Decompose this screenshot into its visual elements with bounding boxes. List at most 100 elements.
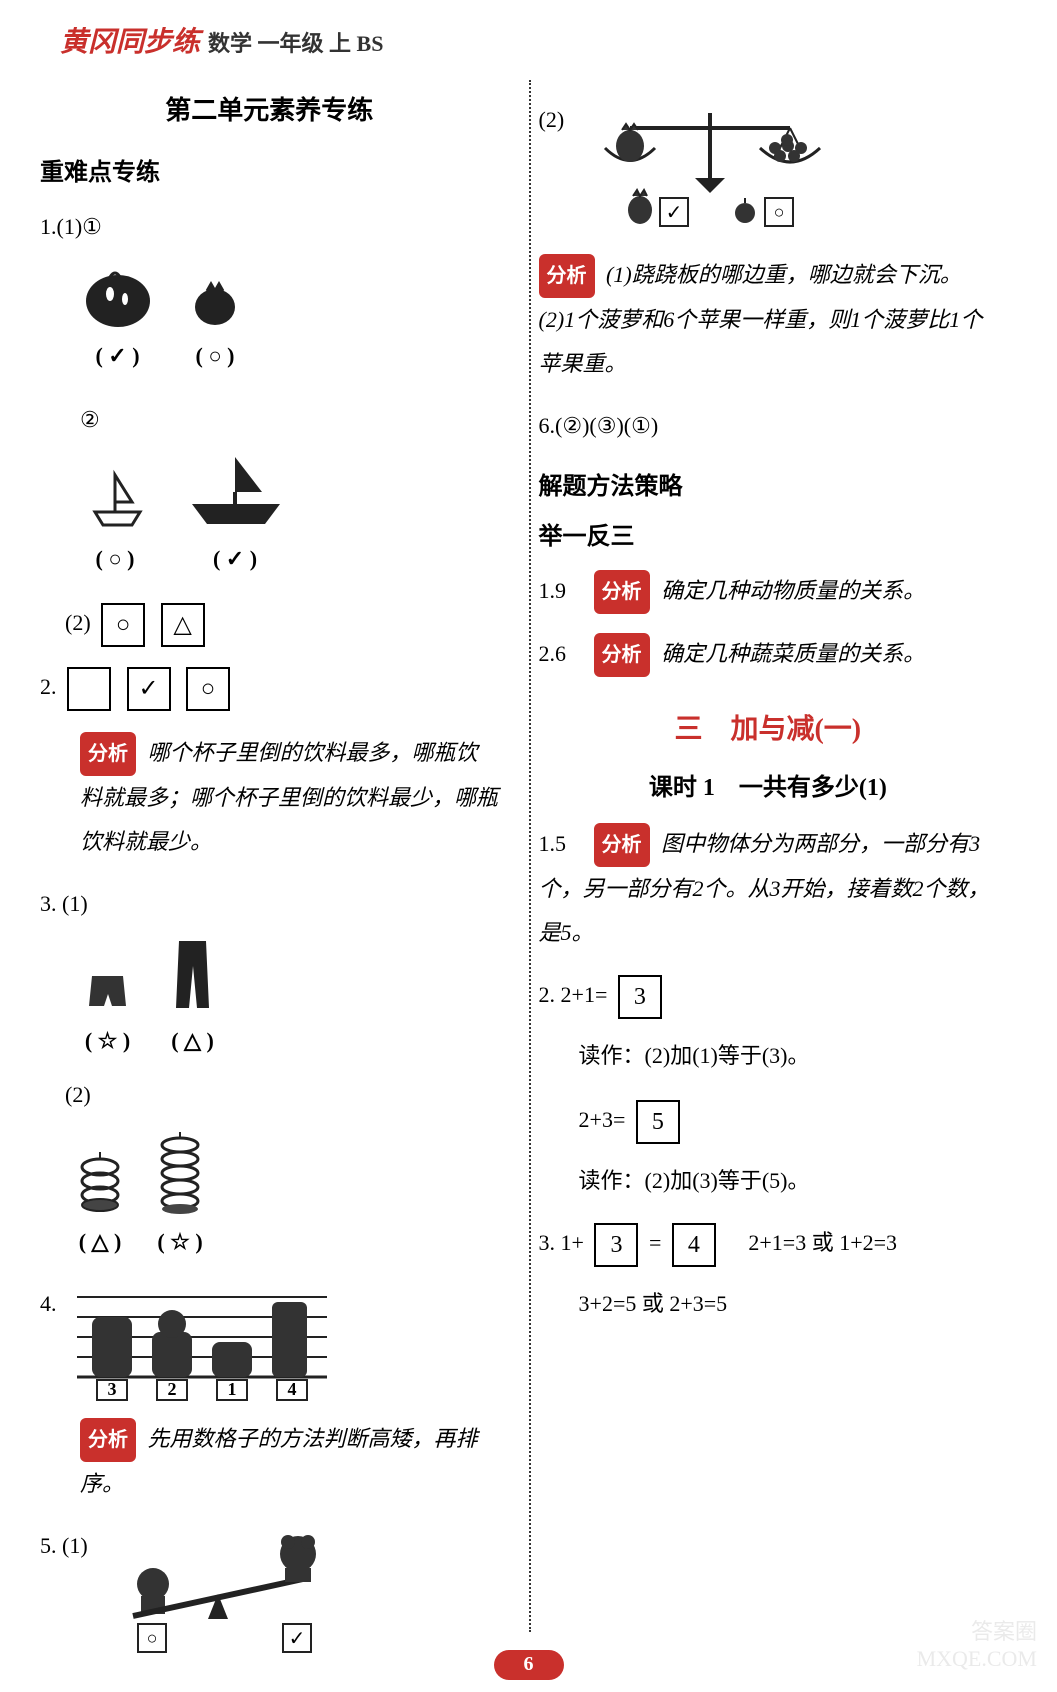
practice-2: 2.6 分析 确定几种蔬菜质量的关系。 xyxy=(539,632,998,677)
q3-label: 3. (1) xyxy=(40,891,88,916)
q1-sub2-label: ② xyxy=(80,407,100,432)
small-boat-item: ( ○ ) xyxy=(80,467,150,581)
strategy-heading: 解题方法策略 xyxy=(539,466,998,501)
l3-prefix: 3. 1+ xyxy=(539,1230,584,1255)
q2-box2: ✓ xyxy=(127,667,171,711)
q3-1-row: ( ☆ ) ( △ ) xyxy=(80,936,499,1063)
question-6: 6.(②)(③)(①) xyxy=(539,404,998,448)
lesson-q3: 3. 1+ 3 = 4 2+1=3 或 1+2=3 3+2=5 或 2+3=5 xyxy=(539,1221,998,1326)
q3-b2: ( ☆ ) xyxy=(157,1220,202,1264)
tomato-icon xyxy=(185,269,245,329)
analysis-tag: 分析 xyxy=(80,732,136,776)
l3-box1: 3 xyxy=(594,1223,638,1267)
practice-heading: 举一反三 xyxy=(539,516,998,551)
q2-box1 xyxy=(67,667,111,711)
svg-text:○: ○ xyxy=(147,1628,158,1648)
balance-icon: ✓ ○ xyxy=(580,98,840,238)
lesson-q1: 1.5 分析 图中物体分为两部分，一部分有3个，另一部分有2个。从3开始，接着数… xyxy=(539,822,998,955)
content-columns: 第二单元素养专练 重难点专练 1.(1)① ( ✓ ) ( ○ ) ② xyxy=(30,80,1027,1672)
subject-text: 数学 一年级 上 BS xyxy=(208,26,383,58)
svg-text:✓: ✓ xyxy=(665,202,682,224)
question-5-2: (2) xyxy=(539,98,998,386)
question-5: 5. (1) ○ ✓ xyxy=(40,1524,499,1654)
q5-2-figure: ✓ ○ xyxy=(580,98,840,238)
q5-label: 5. (1) xyxy=(40,1533,88,1558)
l3-eq: = xyxy=(649,1230,661,1255)
page-number: 6 xyxy=(494,1650,564,1680)
svg-text:○: ○ xyxy=(773,202,784,222)
animals-height-icon: 3 2 1 4 xyxy=(72,1282,332,1402)
right-column: (2) xyxy=(529,80,1008,1672)
question-2: 2. ✓ ○ 分析 哪个杯子里倒的饮料最多，哪瓶饮料就最多；哪个杯子里倒的饮料最… xyxy=(40,665,499,864)
svg-text:1: 1 xyxy=(228,1379,237,1399)
q1-p2-box1: ○ xyxy=(101,603,145,647)
analysis-tag: 分析 xyxy=(539,254,595,298)
q5-2-label: (2) xyxy=(539,107,565,132)
l2-read1: 读作：(2)加(1)等于(3)。 xyxy=(539,1034,998,1078)
l3-tail1: 2+1=3 或 1+2=3 xyxy=(726,1230,897,1255)
q1-1-row: ( ✓ ) ( ○ ) xyxy=(80,259,499,378)
question-4: 4. 3 2 1 xyxy=(40,1282,499,1506)
svg-text:2: 2 xyxy=(168,1379,177,1399)
q2-box3: ○ xyxy=(186,667,230,711)
q4-analysis: 先用数格子的方法判断高矮，再排序。 xyxy=(80,1426,478,1496)
watermark-l1: 答案圈 xyxy=(917,1614,1037,1646)
seesaw-icon: ○ ✓ xyxy=(103,1524,343,1654)
q1-part2-label: (2) xyxy=(65,610,91,635)
left-column: 第二单元素养专练 重难点专练 1.(1)① ( ✓ ) ( ○ ) ② xyxy=(30,80,509,1672)
tomato-item: ( ○ ) xyxy=(185,269,245,378)
q3-b1: ( △ ) xyxy=(79,1220,122,1264)
spring-short-item: ( △ ) xyxy=(75,1147,125,1264)
pants-item: ( △ ) xyxy=(165,936,220,1063)
q4-figure: 3 2 1 4 xyxy=(72,1282,332,1402)
question-3: 3. (1) ( ☆ ) ( △ ) (2) ( △ ) xyxy=(40,882,499,1264)
q1-b2: ( ✓ ) xyxy=(213,537,257,581)
l3-line2: 3+2=5 或 2+3=5 xyxy=(539,1282,998,1326)
subsection-heading: 重难点专练 xyxy=(40,152,499,187)
big-boat-item: ( ✓ ) xyxy=(180,452,290,581)
small-boat-icon xyxy=(80,467,150,532)
q1-a2: ( ○ ) xyxy=(196,334,235,378)
page-header: 黄冈同步练 数学 一年级 上 BS xyxy=(30,20,1027,60)
l2-line1a: 2. 2+1= xyxy=(539,982,608,1007)
q1-sub2: ② ( ○ ) ( ✓ ) xyxy=(80,398,499,581)
l2-box1: 3 xyxy=(618,975,662,1019)
pants-icon xyxy=(165,936,220,1014)
analysis-tag: 分析 xyxy=(594,823,650,867)
q1-a1: ( ✓ ) xyxy=(95,334,139,378)
lesson-title: 课时 1 一共有多少(1) xyxy=(539,767,998,802)
analysis-tag: 分析 xyxy=(80,1418,136,1462)
q3-part2: (2) ( △ ) ( ☆ ) xyxy=(40,1073,499,1264)
q4-label: 4. xyxy=(40,1291,57,1316)
q3-p2-label: (2) xyxy=(65,1082,91,1107)
p1-analysis: 确定几种动物质量的关系。 xyxy=(661,578,925,603)
p1-label: 1.9 xyxy=(539,578,567,603)
q3-a2: ( △ ) xyxy=(171,1019,214,1063)
p2-analysis: 确定几种蔬菜质量的关系。 xyxy=(661,641,925,666)
q5-figure: ○ ✓ xyxy=(103,1524,343,1654)
svg-text:3: 3 xyxy=(108,1379,117,1399)
analysis-tag: 分析 xyxy=(594,633,650,677)
q1-part2: (2) ○ △ xyxy=(40,601,499,647)
q1-label: 1.(1)① xyxy=(40,214,102,239)
shorts-icon xyxy=(80,966,135,1014)
column-divider xyxy=(529,80,531,1632)
question-1: 1.(1)① ( ✓ ) ( ○ ) ② ( ○ ) xyxy=(40,205,499,647)
q3-a1: ( ☆ ) xyxy=(85,1019,130,1063)
spring-short-icon xyxy=(75,1147,125,1215)
svg-text:✓: ✓ xyxy=(289,1628,306,1650)
brand-text: 黄冈同步练 xyxy=(60,20,200,60)
chapter-title: 三 加与减(一) xyxy=(539,707,998,747)
q5-2-analysis: (1)跷跷板的哪边重，哪边就会下沉。(2)1个菠萝和6个苹果一样重，则1个菠萝比… xyxy=(539,262,983,376)
l2-read2: 读作：(2)加(3)等于(5)。 xyxy=(539,1159,998,1203)
q2-analysis: 哪个杯子里倒的饮料最多，哪瓶饮料就最多；哪个杯子里倒的饮料最少，哪瓶饮料就最少。 xyxy=(80,740,498,854)
practice-1: 1.9 分析 确定几种动物质量的关系。 xyxy=(539,569,998,614)
l1-label: 1.5 xyxy=(539,831,567,856)
l3-box2: 4 xyxy=(672,1223,716,1267)
q1-b1: ( ○ ) xyxy=(96,537,135,581)
watermelon-item: ( ✓ ) xyxy=(80,259,155,378)
watermelon-icon xyxy=(80,259,155,329)
lesson-q2: 2. 2+1= 3 读作：(2)加(1)等于(3)。 2+3= 5 读作：(2)… xyxy=(539,973,998,1203)
q2-label: 2. xyxy=(40,674,57,699)
l2-line2a: 2+3= xyxy=(579,1107,626,1132)
